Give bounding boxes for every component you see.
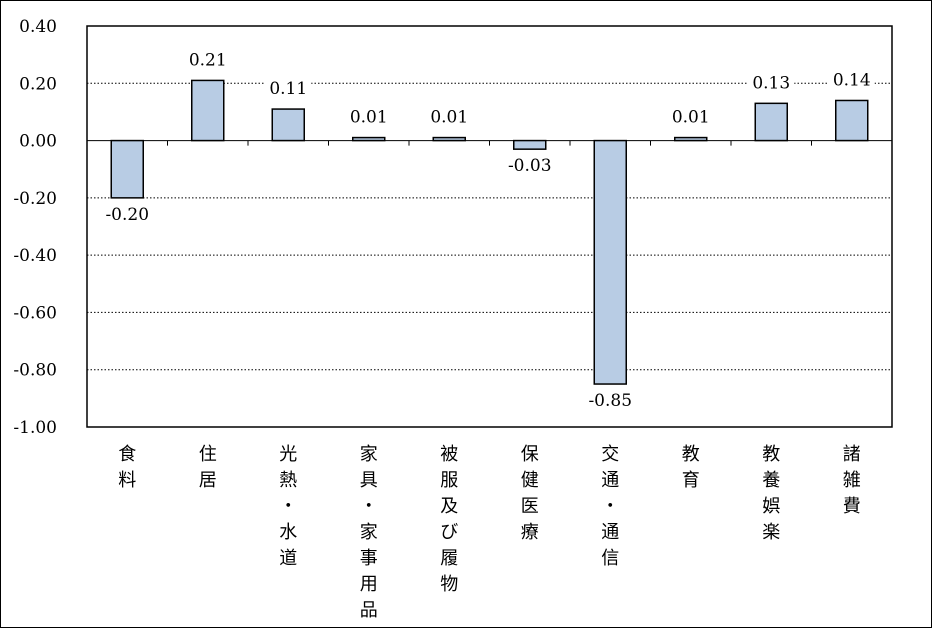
bar bbox=[352, 136, 386, 142]
bar bbox=[191, 79, 225, 142]
category-label: 保 bbox=[521, 444, 539, 465]
category-label: 交 bbox=[601, 444, 619, 465]
category-label: 家 bbox=[360, 522, 378, 543]
category-label: 物 bbox=[440, 574, 458, 595]
category-label: 被 bbox=[440, 444, 458, 465]
data-label: 0.13 bbox=[752, 73, 790, 93]
bar bbox=[593, 139, 627, 385]
y-tick-label: -0.80 bbox=[13, 361, 57, 381]
category-label: ・ bbox=[360, 496, 378, 517]
y-axis: 0.40 0.20 0.00 -0.20 -0.40 -0.60 -0.80 -1.00 bbox=[13, 17, 57, 438]
category-label: び bbox=[440, 522, 458, 543]
category-label: 料 bbox=[118, 470, 136, 491]
data-label-background bbox=[501, 155, 558, 176]
data-label-background bbox=[582, 390, 639, 411]
category-label: 健 bbox=[521, 470, 539, 491]
category-label: 用 bbox=[360, 574, 378, 595]
category-label: 道 bbox=[279, 548, 297, 569]
category-label: 信 bbox=[601, 548, 619, 569]
category-label: 住 bbox=[199, 444, 217, 465]
data-label-background bbox=[345, 106, 392, 127]
category-label: 教 bbox=[682, 444, 700, 465]
data-label-background bbox=[184, 49, 231, 70]
category-label: ・ bbox=[279, 496, 297, 517]
data-label: 0.01 bbox=[672, 108, 710, 128]
data-label: -0.20 bbox=[105, 205, 149, 225]
category-label: 療 bbox=[521, 522, 539, 543]
bar bbox=[835, 99, 869, 142]
category-label: 家 bbox=[360, 444, 378, 465]
data-label: -0.03 bbox=[508, 156, 552, 176]
data-label-background bbox=[265, 78, 312, 99]
data-label-background bbox=[748, 72, 795, 93]
category-label: 費 bbox=[843, 496, 861, 517]
data-label: 0.21 bbox=[189, 50, 227, 70]
category-label: 通 bbox=[601, 522, 619, 543]
category-label: 熱 bbox=[279, 470, 297, 491]
category-label: 事 bbox=[360, 548, 378, 569]
bars bbox=[110, 79, 869, 385]
category-label: 服 bbox=[440, 470, 458, 491]
category-label: 諸 bbox=[843, 444, 861, 465]
y-tick-label: 0.40 bbox=[19, 17, 57, 37]
data-label: 0.14 bbox=[833, 70, 871, 90]
data-label: 0.01 bbox=[430, 108, 468, 128]
bar bbox=[674, 136, 708, 142]
category-label: ・ bbox=[601, 496, 619, 517]
plot-frame bbox=[86, 25, 893, 428]
data-label-background bbox=[667, 106, 714, 127]
y-tick-label: -1.00 bbox=[13, 418, 57, 438]
category-label: 娯 bbox=[762, 496, 780, 517]
data-label: -0.85 bbox=[588, 391, 632, 411]
y-tick-label: -0.40 bbox=[13, 246, 57, 266]
bar bbox=[754, 102, 788, 142]
category-label: 医 bbox=[521, 496, 539, 517]
bar bbox=[271, 108, 305, 142]
category-label: 食 bbox=[118, 444, 136, 465]
category-label: 通 bbox=[601, 470, 619, 491]
data-label: 0.11 bbox=[269, 79, 307, 99]
category-label: 品 bbox=[360, 600, 378, 621]
category-label: 楽 bbox=[762, 522, 780, 543]
category-label: 具 bbox=[360, 470, 378, 491]
category-label: 雑 bbox=[843, 470, 861, 491]
bar bbox=[432, 136, 466, 142]
data-labels: -0.20 0.21 0.11 0.01 0.01 -0.03 -0.85 0.01 0.13 0… bbox=[99, 49, 875, 411]
data-label-background bbox=[99, 203, 156, 224]
data-label: 0.01 bbox=[350, 108, 388, 128]
bar bbox=[513, 139, 547, 150]
data-label-background bbox=[426, 106, 473, 127]
category-label: 光 bbox=[279, 444, 297, 465]
y-tick-label: -0.20 bbox=[13, 189, 57, 209]
category-label: 教 bbox=[762, 444, 780, 465]
category-label: 養 bbox=[762, 470, 780, 491]
category-label: 水 bbox=[279, 522, 297, 543]
category-label: 及 bbox=[440, 496, 458, 517]
category-label: 履 bbox=[440, 548, 458, 569]
bar bbox=[110, 139, 144, 199]
y-tick-label: -0.60 bbox=[13, 303, 57, 323]
category-label: 居 bbox=[199, 470, 217, 491]
y-tick-label: 0.20 bbox=[19, 74, 57, 94]
data-label-background bbox=[828, 69, 875, 90]
category-label: 育 bbox=[682, 470, 700, 491]
y-tick-label: 0.00 bbox=[19, 132, 57, 152]
